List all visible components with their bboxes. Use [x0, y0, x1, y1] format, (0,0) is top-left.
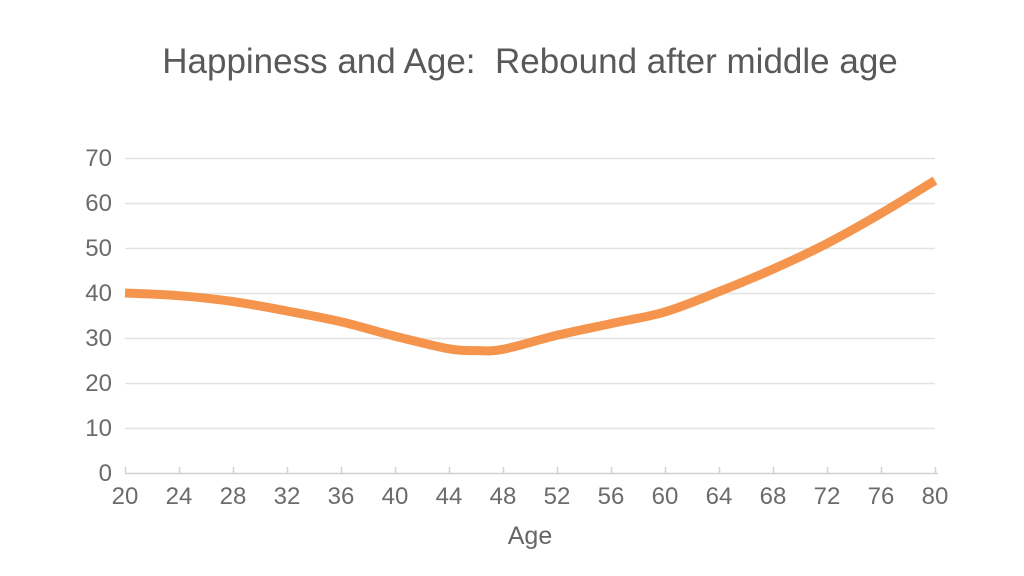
x-axis-title: Age [507, 522, 553, 550]
svg-text:72: 72 [814, 483, 841, 510]
svg-text:52: 52 [544, 483, 571, 510]
svg-text:50: 50 [85, 235, 112, 262]
svg-text:30: 30 [85, 325, 112, 352]
svg-text:68: 68 [760, 483, 787, 510]
svg-text:40: 40 [382, 483, 409, 510]
svg-text:60: 60 [652, 483, 679, 510]
x-axis-tick-labels: 20 24 28 32 36 40 44 48 52 56 60 64 68 72 76 80 [112, 483, 949, 510]
svg-text:70: 70 [85, 145, 112, 172]
svg-text:36: 36 [328, 483, 355, 510]
svg-text:20: 20 [112, 483, 139, 510]
svg-text:20: 20 [85, 370, 112, 397]
svg-text:32: 32 [274, 483, 301, 510]
svg-text:80: 80 [922, 483, 949, 510]
gridlines [125, 157, 935, 430]
svg-text:0: 0 [99, 460, 112, 487]
y-axis-tick-labels: 0 10 20 30 40 50 60 70 [85, 145, 112, 487]
svg-text:44: 44 [436, 483, 463, 510]
svg-text:10: 10 [85, 415, 112, 442]
svg-text:48: 48 [490, 483, 517, 510]
x-axis-line [124, 467, 938, 475]
svg-text:24: 24 [166, 483, 193, 510]
happiness-line-series [124, 176, 938, 356]
chart-title: Happiness and Age: Rebound after middle … [162, 42, 898, 81]
svg-text:76: 76 [868, 483, 895, 510]
svg-text:64: 64 [706, 483, 733, 510]
svg-text:56: 56 [598, 483, 625, 510]
svg-text:40: 40 [85, 280, 112, 307]
svg-text:60: 60 [85, 190, 112, 217]
svg-text:28: 28 [220, 483, 247, 510]
